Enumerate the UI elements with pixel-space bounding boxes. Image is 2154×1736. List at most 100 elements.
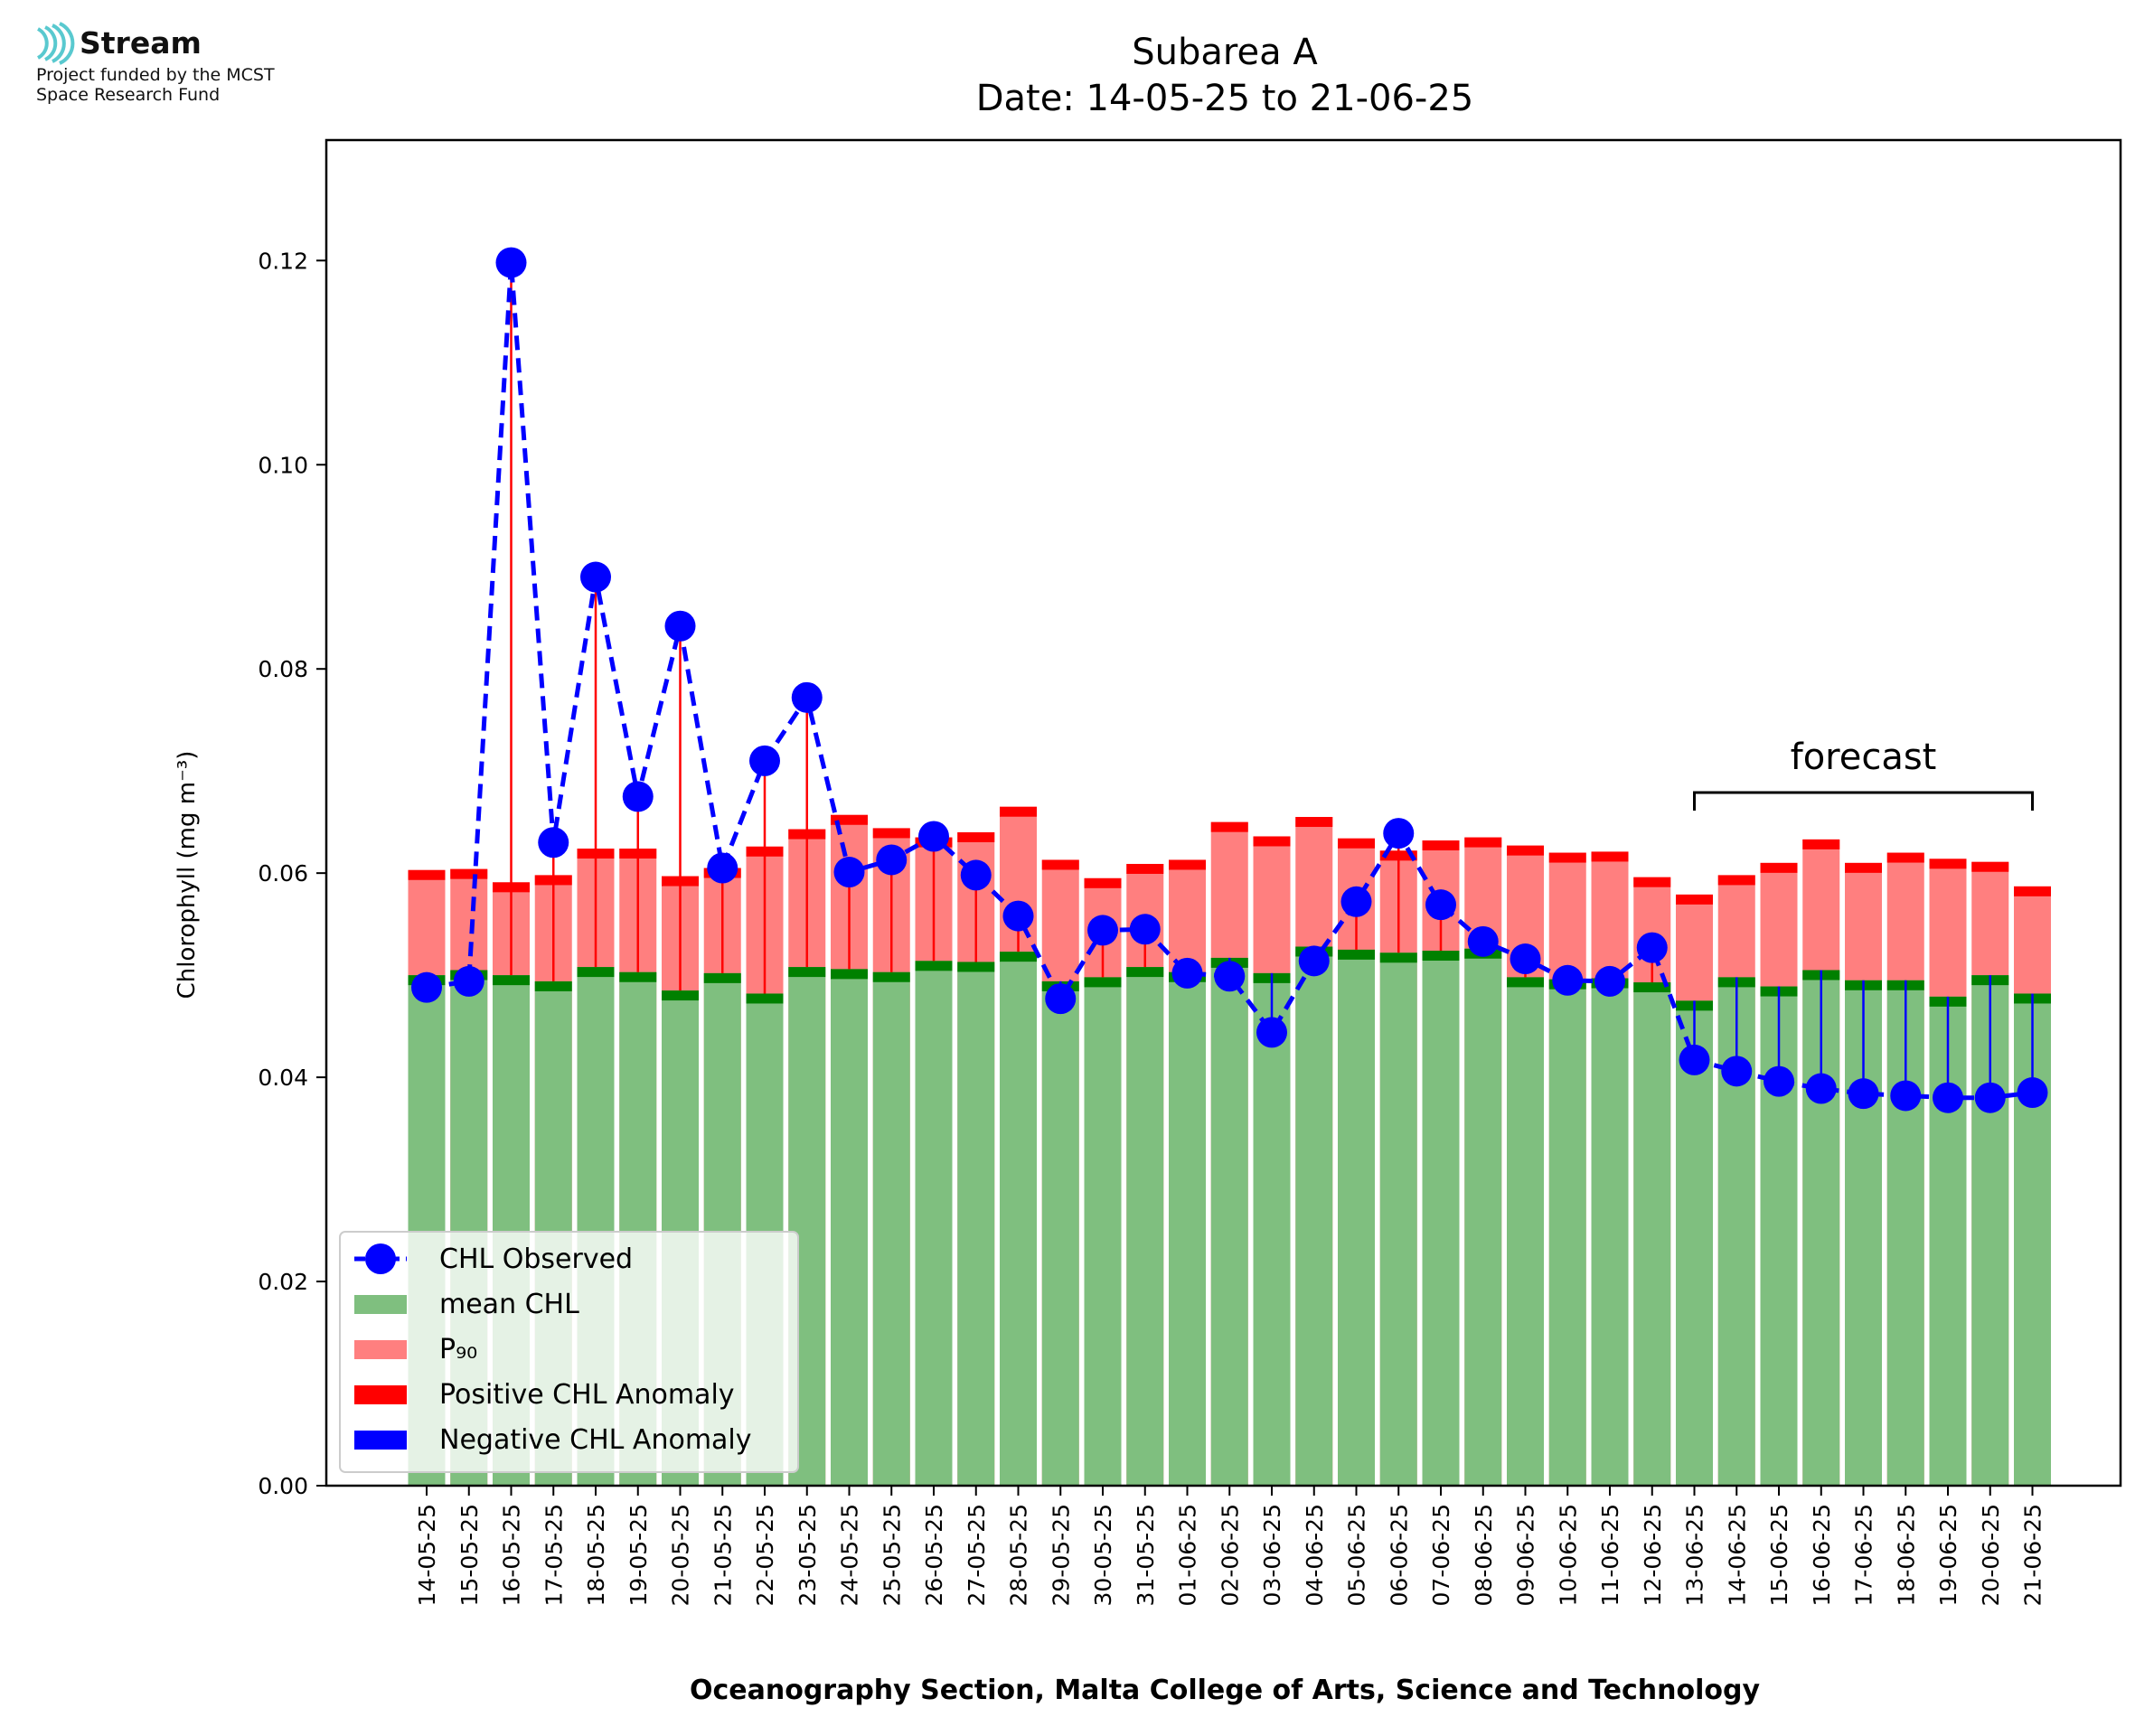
p90-cap <box>1929 859 1967 869</box>
p90-cap <box>2014 886 2051 896</box>
mean-bar <box>1169 971 1206 1486</box>
x-tick-label: 08-06-25 <box>1471 1504 1497 1606</box>
forecast-label: forecast <box>1791 737 1937 778</box>
p90-cap <box>1633 877 1671 887</box>
x-tick-label: 19-05-25 <box>626 1504 652 1606</box>
observed-point <box>791 681 823 713</box>
observed-point <box>622 781 654 812</box>
observed-point <box>2017 1077 2048 1109</box>
mean-bar <box>957 962 995 1486</box>
p90-cap <box>1760 862 1798 873</box>
mean-cap <box>1633 982 1671 993</box>
legend-label: P₉₀ <box>439 1334 477 1365</box>
observed-point <box>1848 1078 1879 1110</box>
mean-bar <box>1422 951 1460 1486</box>
p90-cap <box>1126 863 1164 874</box>
observed-point <box>707 852 738 884</box>
observed-point <box>1594 965 1625 997</box>
mean-cap <box>619 971 657 982</box>
observed-point <box>1129 914 1161 945</box>
x-tick-label: 12-06-25 <box>1640 1504 1666 1606</box>
mean-cap <box>534 981 572 991</box>
p90-cap <box>1041 859 1079 870</box>
mean-bar <box>1000 952 1037 1486</box>
legend-handle-observed-marker <box>365 1243 396 1274</box>
legend: CHL Observed mean CHL P₉₀ Positive CHL Anom… <box>339 1231 799 1473</box>
x-tick-label: 04-06-25 <box>1302 1504 1328 1606</box>
logo-funding-line: Project funded by the MCST <box>36 65 275 85</box>
chart-subtitle: Date: 14-05-25 to 21-06-25 <box>976 78 1474 119</box>
x-tick-label: 29-05-25 <box>1048 1504 1074 1606</box>
mean-bar <box>1676 1000 1713 1486</box>
p90-cap <box>1464 837 1502 848</box>
observed-point <box>495 247 527 278</box>
p90-cap <box>1802 839 1840 849</box>
x-tick-label: 30-05-25 <box>1090 1504 1116 1606</box>
p90-cap <box>1169 859 1206 870</box>
x-tick-label: 26-05-25 <box>921 1504 947 1606</box>
x-tick-label: 20-05-25 <box>668 1504 694 1606</box>
observed-point <box>411 971 442 1003</box>
observed-point <box>1764 1065 1794 1097</box>
x-tick-label: 11-06-25 <box>1597 1504 1623 1606</box>
plot-frame <box>325 138 2122 1487</box>
x-tick-label: 15-05-25 <box>456 1504 483 1606</box>
x-tick-label: 17-05-25 <box>541 1504 567 1606</box>
y-tick-label: 0.02 <box>258 1269 308 1295</box>
observed-point <box>1340 886 1372 917</box>
x-tick-label: 02-06-25 <box>1217 1504 1243 1606</box>
bars-layer <box>408 806 2051 1486</box>
observed-point <box>918 821 949 852</box>
y-tick-label: 0.00 <box>258 1473 308 1499</box>
anomaly-layer <box>425 262 2034 1098</box>
x-tick-label: 16-06-25 <box>1809 1504 1835 1606</box>
x-tick-label: 10-06-25 <box>1555 1504 1581 1606</box>
x-tick-label: 21-05-25 <box>710 1504 736 1606</box>
mean-bar <box>1338 949 1375 1486</box>
observed-point <box>1171 957 1203 989</box>
mean-cap <box>1422 951 1460 962</box>
p90-cap <box>450 868 488 879</box>
p90-cap <box>1507 845 1544 856</box>
logo: Stream Project funded by the MCST Space … <box>33 22 340 121</box>
observed-point <box>749 745 780 776</box>
mean-bar <box>1591 978 1629 1486</box>
y-tick-label: 0.12 <box>258 248 308 274</box>
observed-point <box>833 857 865 888</box>
legend-handle-mean <box>354 1295 407 1314</box>
p90-cap <box>1971 861 2009 872</box>
x-tick-label: 06-06-25 <box>1386 1504 1412 1606</box>
observed-point <box>1425 889 1456 921</box>
y-tick-label: 0.08 <box>258 656 308 682</box>
legend-label: Negative CHL Anomaly <box>439 1424 752 1456</box>
p90-cap <box>408 869 446 880</box>
mean-cap <box>872 971 910 982</box>
p90-cap <box>1084 877 1122 888</box>
chart-title: Subarea A <box>1132 32 1318 73</box>
observed-point <box>1805 1073 1837 1104</box>
mean-cap <box>788 967 826 978</box>
mean-cap <box>1084 977 1122 988</box>
logo-name: Stream <box>80 25 202 61</box>
p90-cap <box>1000 806 1037 817</box>
p90-cap <box>1548 852 1586 863</box>
observed-point <box>1510 943 1541 975</box>
x-tick-label: 28-05-25 <box>1006 1504 1032 1606</box>
observed-point <box>1214 961 1246 992</box>
x-tick-label: 05-06-25 <box>1344 1504 1370 1606</box>
observed-point <box>1974 1082 2006 1113</box>
mean-bar <box>1210 957 1248 1486</box>
x-tick-label: 21-06-25 <box>2020 1504 2046 1606</box>
forecast-annotation: forecast <box>1693 737 2034 811</box>
p90-cap <box>872 828 910 839</box>
x-tick-label: 01-06-25 <box>1175 1504 1201 1606</box>
p90-cap <box>1338 838 1375 849</box>
x-tick-label: 03-06-25 <box>1259 1504 1285 1606</box>
p90-cap <box>1845 862 1882 873</box>
x-tick-label: 14-06-25 <box>1724 1504 1750 1606</box>
observed-layer <box>411 247 2048 1113</box>
observed-point <box>1467 925 1499 957</box>
observed-point <box>1002 900 1034 932</box>
mean-bar <box>915 961 953 1486</box>
mean-cap <box>1000 952 1037 962</box>
